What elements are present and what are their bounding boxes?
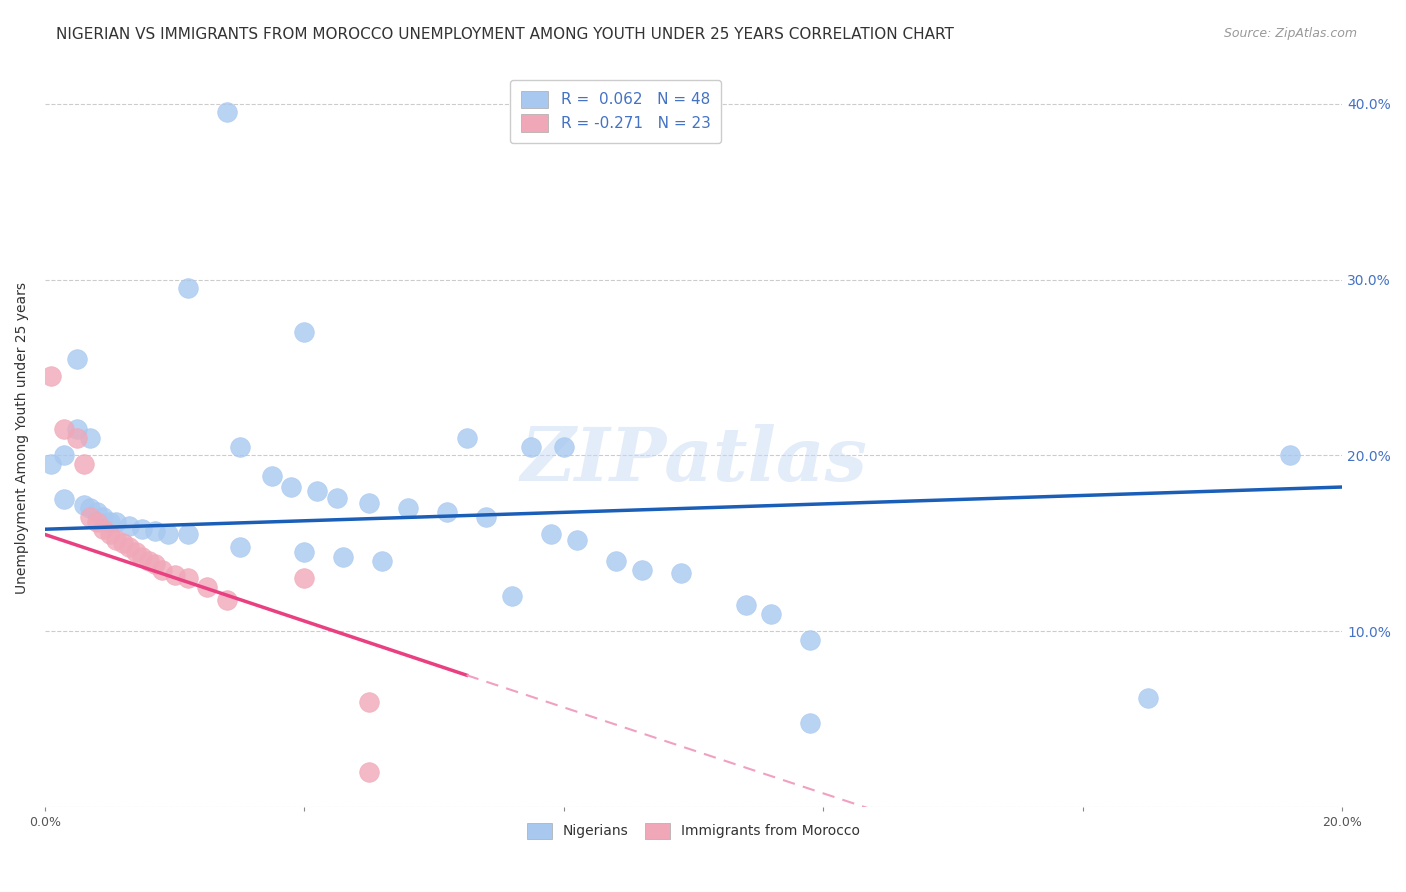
Point (118, 518, 141, 533)
Point (501, 589, 523, 603)
Point (73, 457, 96, 471)
Point (565, 533, 588, 547)
Point (215, 592, 238, 607)
Point (475, 510, 498, 524)
Point (307, 483, 329, 498)
Point (125, 545, 148, 559)
Point (79, 431, 101, 445)
Point (66, 351, 89, 366)
Point (163, 568, 186, 582)
Point (66, 422, 89, 436)
Point (359, 764, 381, 779)
Point (86, 515, 108, 529)
Point (53, 492, 76, 507)
Point (195, 580, 218, 594)
Point (111, 536, 134, 550)
Point (228, 540, 250, 554)
Point (176, 527, 198, 541)
Point (326, 491, 349, 505)
Point (734, 598, 756, 612)
Point (176, 571, 198, 585)
Point (131, 550, 153, 565)
Point (105, 515, 128, 529)
Point (98, 515, 121, 529)
Y-axis label: Unemployment Among Youth under 25 years: Unemployment Among Youth under 25 years (15, 282, 30, 594)
Point (630, 563, 652, 577)
Point (1279, 449, 1302, 463)
Point (294, 326, 316, 340)
Point (520, 440, 543, 454)
Point (157, 527, 180, 541)
Point (799, 715, 821, 730)
Point (143, 558, 166, 572)
Point (332, 550, 354, 565)
Point (396, 501, 419, 516)
Point (143, 524, 166, 538)
Point (118, 540, 141, 554)
Point (294, 571, 316, 585)
Point (294, 545, 316, 559)
Point (228, 440, 250, 454)
Point (371, 554, 394, 568)
Point (138, 554, 160, 568)
Point (605, 554, 627, 568)
Point (215, 105, 238, 120)
Point (761, 607, 783, 621)
Point (86, 505, 108, 519)
Point (41, 369, 63, 384)
Point (73, 498, 96, 512)
Point (131, 522, 153, 536)
Point (79, 510, 101, 524)
Point (66, 431, 89, 445)
Point (105, 533, 128, 547)
Text: ZIPatlas: ZIPatlas (520, 424, 868, 496)
Point (436, 505, 458, 519)
Text: NIGERIAN VS IMMIGRANTS FROM MOROCCO UNEMPLOYMENT AMONG YOUTH UNDER 25 YEARS CORR: NIGERIAN VS IMMIGRANTS FROM MOROCCO UNEM… (56, 27, 955, 42)
Point (260, 469, 283, 483)
Point (41, 457, 63, 471)
Point (53, 449, 76, 463)
Point (540, 527, 562, 541)
Point (1136, 691, 1159, 706)
Point (176, 281, 198, 295)
Text: Source: ZipAtlas.com: Source: ZipAtlas.com (1223, 27, 1357, 40)
Point (669, 566, 692, 581)
Point (280, 480, 302, 494)
Point (553, 440, 575, 454)
Point (79, 501, 101, 516)
Point (53, 422, 76, 436)
Point (93, 522, 115, 536)
Point (799, 632, 821, 647)
Point (456, 431, 478, 445)
Legend: Nigerians, Immigrants from Morocco: Nigerians, Immigrants from Morocco (522, 817, 866, 845)
Point (98, 527, 121, 541)
Point (359, 694, 381, 708)
Point (359, 496, 381, 510)
Point (93, 510, 115, 524)
Point (150, 563, 173, 577)
